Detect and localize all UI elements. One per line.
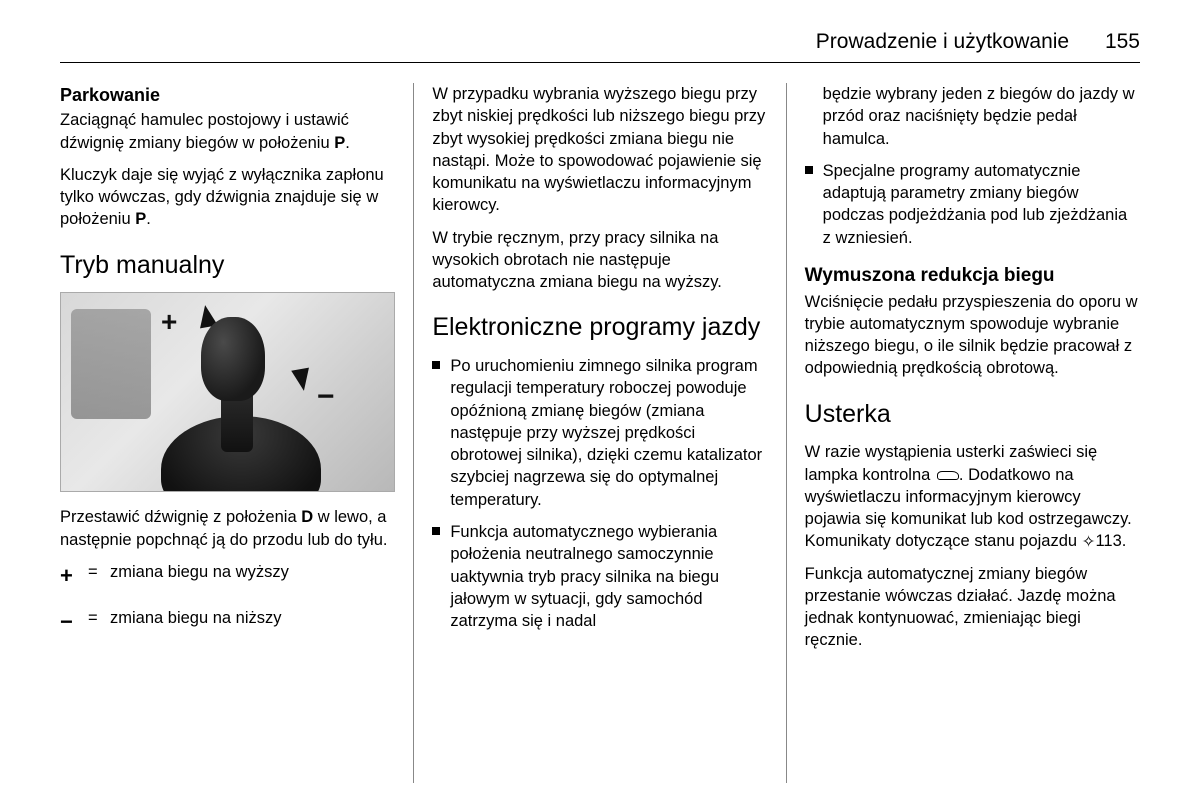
ep-list: Po uruchomieniu zimnego silnika program … — [432, 355, 767, 632]
ep-item-1: Po uruchomieniu zimnego silnika program … — [432, 355, 767, 511]
shift-stem-graphic — [221, 392, 253, 452]
page-header: Prowadzenie i użytkowanie 155 — [60, 30, 1140, 63]
column-1: Parkowanie Zaciągnąć hamulec postojowy i… — [60, 83, 413, 783]
page-number: 155 — [1105, 30, 1140, 53]
column-2: W przypadku wybrania wyższego biegu przy… — [413, 83, 786, 783]
plus-icon: + — [161, 303, 177, 341]
gear-definitions: + = zmiana biegu na wyższy − = zmiana bi… — [60, 561, 395, 636]
heading-elektroniczne-programy: Elektroniczne programy jazdy — [432, 311, 767, 345]
dashboard-panel-graphic — [71, 309, 151, 419]
heading-parkowanie: Parkowanie — [60, 83, 395, 107]
def-plus: + = zmiana biegu na wyższy — [60, 561, 395, 591]
content-columns: Parkowanie Zaciągnąć hamulec postojowy i… — [60, 83, 1140, 783]
usterka-p1: W razie wystąpienia usterki zaświeci się… — [805, 441, 1140, 552]
heading-wymuszona-redukcja: Wymuszona redukcja biegu — [805, 263, 1140, 289]
wrb-p: Wciśnięcie pedału przyspieszenia do opor… — [805, 291, 1140, 380]
usterka-p2: Funkcja automatycznej zmiany biegów prze… — [805, 563, 1140, 652]
col2-p1: W przypadku wybrania wyższego biegu przy… — [432, 83, 767, 217]
col2-p2: W trybie ręcznym, przy pracy silnika na … — [432, 227, 767, 294]
ep-list-cont: Specjalne programy automatycznie adaptuj… — [805, 160, 1140, 249]
heading-tryb-manualny: Tryb manualny — [60, 249, 395, 283]
ep-item-2: Funkcja automatycznego wybierania położe… — [432, 521, 767, 632]
header-title: Prowadzenie i użytkowanie — [816, 30, 1069, 53]
tryb-p1: Przestawić dźwignię z położenia D w lewo… — [60, 506, 395, 551]
reference-icon: ✧ — [1082, 531, 1096, 553]
def-minus: − = zmiana biegu na niższy — [60, 607, 395, 637]
column-3: będzie wybrany jeden z biegów do jazdy w… — [787, 83, 1140, 783]
ep-item-3: Specjalne programy automatycznie adaptuj… — [805, 160, 1140, 249]
heading-usterka: Usterka — [805, 398, 1140, 432]
shift-knob-graphic — [201, 317, 265, 401]
ep-item-2-cont: będzie wybrany jeden z biegów do jazdy w… — [805, 83, 1140, 150]
car-warning-icon — [935, 469, 959, 481]
gear-shift-figure: + − — [60, 292, 395, 492]
arrow-down-icon — [291, 367, 313, 392]
minus-icon: − — [317, 377, 335, 418]
parkowanie-p1: Zaciągnąć hamulec postojowy i ustawić dź… — [60, 109, 395, 154]
parkowanie-p2: Kluczyk daje się wyjąć z wyłącznika zapł… — [60, 164, 395, 231]
